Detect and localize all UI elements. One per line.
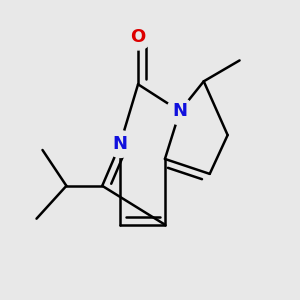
Circle shape — [167, 98, 193, 124]
Text: O: O — [130, 28, 146, 46]
Text: N: N — [112, 135, 128, 153]
Circle shape — [124, 23, 152, 50]
Text: N: N — [172, 102, 188, 120]
Circle shape — [107, 130, 134, 158]
